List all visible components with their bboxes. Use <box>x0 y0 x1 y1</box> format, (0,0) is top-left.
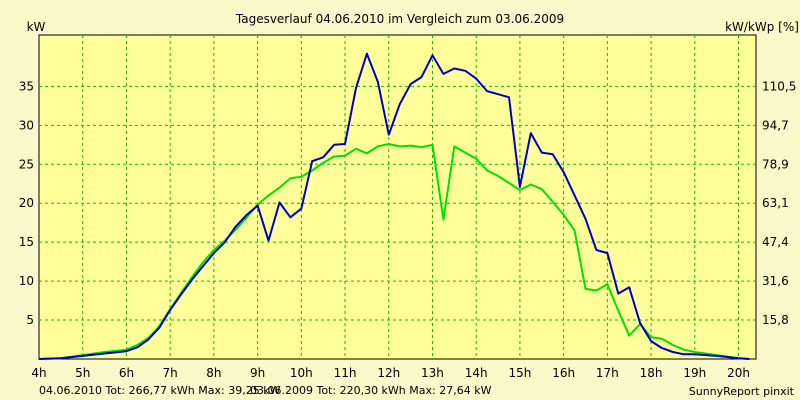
y-tick-label-left: 5 <box>26 313 34 327</box>
y-tick-label-left: 20 <box>19 196 34 210</box>
x-tick-label: 5h <box>75 366 90 380</box>
y-axis-right-label: kW/kWp [%] <box>725 20 799 34</box>
legend: 04.06.2010 Tot: 266,77 kWh Max: 39,25 kW… <box>39 384 492 397</box>
y-tick-label-right: 94,7 <box>762 118 789 132</box>
y-tick-label-right: 31,6 <box>762 274 789 288</box>
y-tick-label-right: 110,5 <box>762 79 796 93</box>
y-tick-label-left: 35 <box>19 79 34 93</box>
x-tick-label: 19h <box>683 366 706 380</box>
x-tick-label: 9h <box>250 366 265 380</box>
series-line <box>38 143 750 360</box>
x-tick-label: 20h <box>727 366 750 380</box>
x-tick-label: 15h <box>508 366 531 380</box>
y-tick-label-left: 30 <box>19 118 34 132</box>
y-tick-label-right: 63,1 <box>762 196 789 210</box>
y-tick-label-right: 78,9 <box>762 157 789 171</box>
x-tick-label: 6h <box>119 366 134 380</box>
x-tick-label: 18h <box>640 366 663 380</box>
x-tick-label: 12h <box>377 366 400 380</box>
x-tick-label: 17h <box>596 366 619 380</box>
x-tick-label: 13h <box>421 366 444 380</box>
x-tick-label: 7h <box>163 366 178 380</box>
grid <box>39 35 756 359</box>
y-tick-label-right: 47,4 <box>762 235 789 249</box>
y-axis-left-label: kW <box>27 20 46 34</box>
y-tick-label-left: 25 <box>19 157 34 171</box>
y-tick-label-left: 15 <box>19 235 34 249</box>
tick-labels: 4h 5h 6h 7h 8h 9h 10h 11h 12h 13h 14h 15h 16h 17h 18h 1… <box>19 79 797 380</box>
plot-area <box>38 34 757 360</box>
x-tick-label: 14h <box>465 366 488 380</box>
x-tick-label: 16h <box>552 366 575 380</box>
x-tick-label: 4h <box>31 366 46 380</box>
x-tick-label: 10h <box>290 366 313 380</box>
footer-credit: SunnyReport pinxit <box>689 385 795 398</box>
x-tick-label: 11h <box>334 366 357 380</box>
legend-entry: 03.06.2009 Tot: 220,30 kWh Max: 27,64 kW <box>250 384 492 397</box>
series-lines <box>38 52 750 360</box>
y-tick-label-left: 10 <box>19 274 34 288</box>
chart-title: Tagesverlauf 04.06.2010 im Vergleich zum… <box>235 12 564 26</box>
x-tick-label: 8h <box>206 366 221 380</box>
y-tick-label-right: 15,8 <box>762 313 789 327</box>
series-line <box>38 52 750 360</box>
legend-entry: 04.06.2010 Tot: 266,77 kWh Max: 39,25 kW <box>39 384 281 397</box>
